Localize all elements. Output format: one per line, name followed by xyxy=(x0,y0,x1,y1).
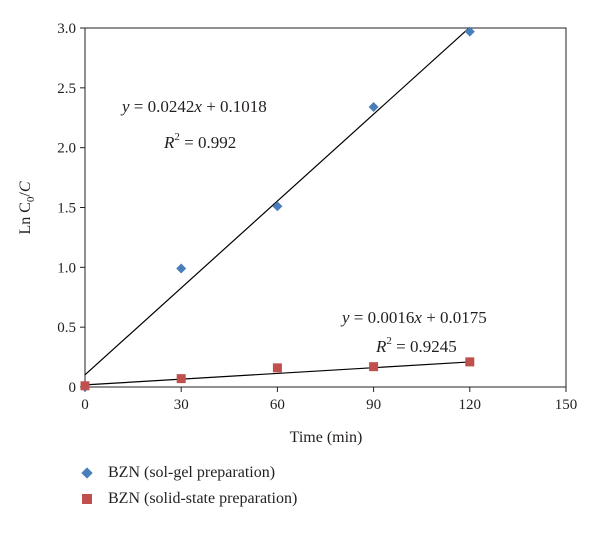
x-tick-label: 150 xyxy=(555,397,578,413)
plot-area-border xyxy=(84,27,567,388)
r2-solid-state: R2 = 0.9245 xyxy=(375,335,457,356)
data-point-solid-state xyxy=(176,374,186,384)
y-tick-label: 2.0 xyxy=(57,141,76,157)
y-tick-label: 3.0 xyxy=(57,21,76,37)
data-point-sol-gel xyxy=(368,101,379,112)
y-tick-label: 1.0 xyxy=(57,260,76,276)
y-axis-title: Ln C0/C xyxy=(17,181,37,234)
chart: 0 0.5 1.0 1.5 2.0 2.5 3.0 0 30 60 90 120 150 Ln C0/… xyxy=(17,21,578,446)
legend-item-solid-state: BZN (solid-state preparation) xyxy=(82,490,297,508)
x-axis-title: Time (min) xyxy=(290,429,363,446)
y-tick-label: 0 xyxy=(69,380,77,396)
x-tick-label: 0 xyxy=(81,397,89,413)
data-point-sol-gel xyxy=(464,26,475,37)
equation-solid-state: y = 0.0016x + 0.0175 xyxy=(340,308,487,327)
y-tick-label: 1.5 xyxy=(57,201,76,217)
data-point-sol-gel xyxy=(272,201,283,212)
square-marker-icon xyxy=(82,494,92,504)
x-tick-label: 120 xyxy=(459,397,482,413)
data-point-sol-gel xyxy=(176,263,187,274)
data-point-solid-state xyxy=(272,363,282,373)
r2-sol-gel: R2 = 0.992 xyxy=(163,131,236,152)
x-tick-label: 90 xyxy=(366,397,381,413)
legend-item-sol-gel: BZN (sol-gel preparation) xyxy=(81,464,276,482)
x-tick-label: 60 xyxy=(270,397,285,413)
y-tick-label: 0.5 xyxy=(57,320,76,336)
x-tick-label: 30 xyxy=(174,397,189,413)
legend-label-sol-gel: BZN (sol-gel preparation) xyxy=(108,464,276,481)
data-point-solid-state xyxy=(465,357,475,367)
diamond-marker-icon xyxy=(81,467,93,479)
data-point-solid-state xyxy=(80,381,90,391)
trendline-solid-state xyxy=(84,361,470,386)
y-tick-label: 2.5 xyxy=(57,81,76,97)
data-point-solid-state xyxy=(369,362,379,372)
trendline-sol-gel xyxy=(84,26,471,376)
equation-sol-gel: y = 0.0242x + 0.1018 xyxy=(120,97,267,116)
legend-label-solid-state: BZN (solid-state preparation) xyxy=(108,490,298,507)
